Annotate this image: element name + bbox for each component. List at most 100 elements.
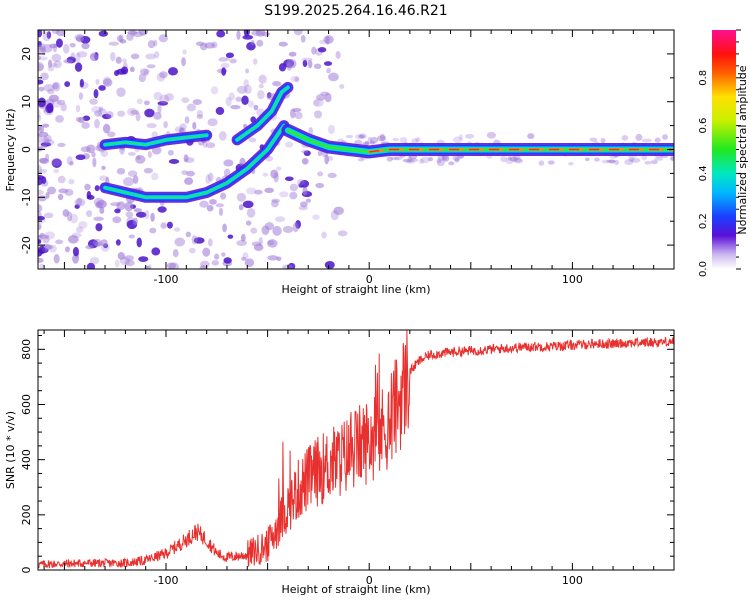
noise-blob [57, 193, 64, 201]
ridge-upper-branch [104, 134, 208, 146]
noise-blob [143, 167, 154, 174]
noise-blob [68, 178, 75, 185]
noise-blob [218, 57, 228, 62]
noise-blob [119, 257, 131, 266]
noise-blob [40, 72, 49, 81]
noise-blob [123, 255, 135, 261]
noise-blob [146, 64, 156, 69]
noise-blob [38, 189, 44, 196]
noise-blob [245, 220, 252, 226]
noise-blob [130, 109, 140, 115]
spectrogram-ylabel: Frequency (Hz) [4, 109, 17, 192]
halo-blob [317, 150, 323, 157]
noise-blob [38, 125, 44, 134]
noise-blob [89, 256, 100, 265]
noise-blob [192, 99, 202, 106]
noise-blob [138, 73, 146, 83]
noise-blob [70, 52, 76, 59]
noise-blob [38, 195, 47, 202]
snr-frame [37, 329, 675, 571]
noise-blob [46, 31, 52, 39]
noise-blob [258, 237, 263, 247]
noise-blob [66, 211, 73, 222]
noise-blob [276, 166, 282, 171]
snr-xlabel: Height of straight line (km) [281, 583, 430, 596]
noise-blob [136, 237, 142, 248]
noise-blob [202, 247, 211, 257]
noise-blob [114, 208, 121, 214]
noise-blob [214, 253, 220, 260]
noise-blob [93, 89, 99, 99]
noise-blob [98, 106, 104, 112]
noise-blob [135, 155, 146, 164]
noise-blob [60, 103, 67, 112]
halo-blob [392, 137, 400, 142]
noise-blob [278, 41, 288, 47]
noise-blob [132, 175, 139, 184]
noise-blob [102, 78, 113, 87]
halo-blob [606, 159, 616, 163]
noise-blob [328, 124, 335, 135]
noise-blob [222, 223, 227, 233]
noise-blob [255, 30, 266, 37]
noise-blob [181, 57, 186, 67]
noise-blob [300, 201, 308, 208]
halo-blob [527, 133, 535, 140]
noise-blob [78, 92, 84, 100]
halo-blob [670, 156, 674, 161]
noise-blob [274, 216, 286, 223]
noise-blob [242, 200, 254, 209]
snr-content [38, 330, 674, 569]
noise-blob [144, 108, 155, 118]
noise-blob [69, 161, 74, 166]
halo-blob [584, 157, 590, 162]
noise-blob [56, 38, 63, 48]
noise-blob [248, 137, 257, 143]
ridge-rising-branch [236, 86, 289, 141]
noise-blob [164, 93, 174, 101]
noise-blob [41, 137, 50, 144]
noise-blob [43, 212, 54, 219]
noise-blob [127, 30, 138, 35]
halo-blob [436, 158, 442, 164]
noise-blob [316, 94, 326, 101]
noise-blob [215, 203, 224, 208]
noise-blob [138, 30, 148, 36]
noise-blob [44, 244, 54, 250]
noise-blob [38, 131, 49, 138]
noise-blob [145, 53, 156, 60]
noise-blob [53, 168, 60, 174]
noise-blob [51, 63, 58, 68]
noise-blob [272, 81, 282, 87]
noise-blob [100, 239, 108, 247]
noise-blob [138, 256, 149, 263]
noise-blob [75, 226, 84, 233]
noise-blob [186, 170, 195, 177]
halo-blob [379, 133, 386, 141]
noise-blob [100, 149, 109, 158]
noise-blob [333, 206, 344, 215]
noise-blob [223, 159, 234, 167]
noise-blob [225, 96, 232, 107]
colorbar-tick-label: 0.0 [698, 261, 709, 277]
noise-blob [208, 172, 214, 182]
noise-blob [127, 151, 136, 156]
halo-blob [509, 156, 518, 162]
noise-blob [43, 84, 54, 92]
snr-xtick-label: 0 [366, 574, 373, 587]
spectrogram-ytick-label: 10 [20, 95, 33, 109]
noise-blob [52, 82, 59, 90]
noise-blob [182, 49, 187, 55]
noise-blob [271, 198, 281, 204]
noise-blob [218, 131, 227, 141]
halo-blob [369, 140, 376, 145]
noise-blob [221, 67, 227, 76]
noise-blob [317, 47, 327, 53]
noise-blob [337, 230, 348, 237]
noise-blob [40, 43, 46, 54]
noise-blob [126, 107, 138, 117]
noise-blob [133, 208, 142, 213]
noise-blob [38, 41, 42, 48]
spectrogram-ytick-label: 0 [20, 146, 33, 153]
